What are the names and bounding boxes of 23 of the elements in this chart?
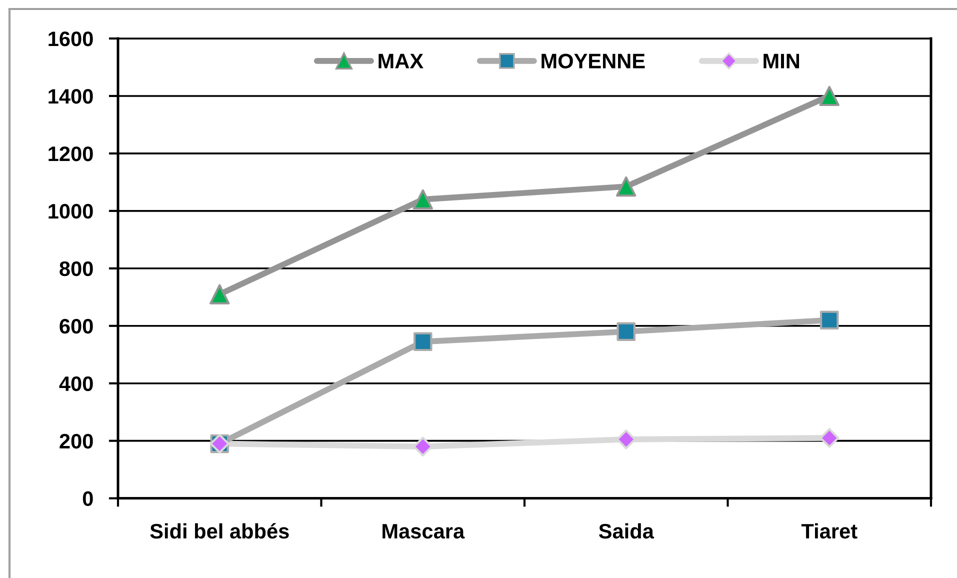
point bbox=[819, 86, 840, 106]
x-tick-label: Mascara bbox=[382, 524, 465, 539]
point bbox=[413, 332, 432, 352]
y-tick-label: 1200 bbox=[48, 146, 93, 162]
y-tick-label: 1000 bbox=[48, 204, 93, 219]
x-tick-label: Sidi bel abbés bbox=[150, 523, 289, 539]
y-tick-label: 600 bbox=[60, 318, 93, 334]
legend-label: MOYENNE bbox=[542, 54, 645, 68]
point bbox=[412, 189, 433, 210]
point bbox=[820, 310, 839, 330]
point bbox=[616, 176, 636, 197]
y-tick-label: 0 bbox=[82, 491, 93, 506]
y-tick-label: 1600 bbox=[48, 32, 93, 46]
y-tick-label: 800 bbox=[60, 261, 93, 276]
point bbox=[616, 322, 636, 341]
x-tick-label: Tiaret bbox=[801, 523, 858, 539]
point bbox=[210, 284, 230, 304]
legend-label: MIN bbox=[764, 54, 800, 68]
y-tick-label: 400 bbox=[59, 376, 93, 392]
y-tick-label: 200 bbox=[60, 434, 93, 449]
legend-label: MAX bbox=[378, 54, 424, 68]
y-tick-label: 1400 bbox=[48, 88, 93, 104]
x-tick-label: Saida bbox=[598, 523, 654, 539]
